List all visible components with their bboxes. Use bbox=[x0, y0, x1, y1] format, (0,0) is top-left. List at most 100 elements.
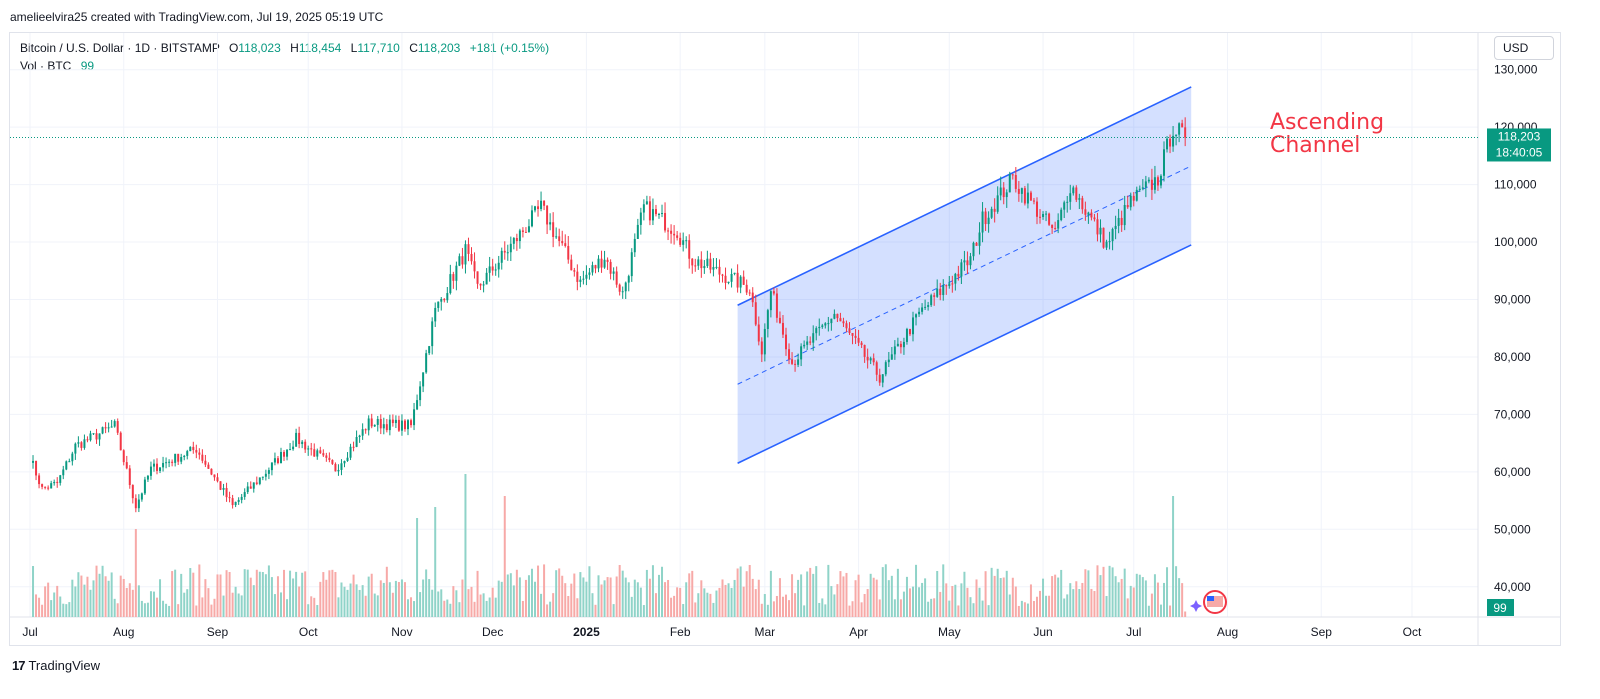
candle bbox=[546, 205, 549, 235]
volume-bar bbox=[370, 573, 373, 617]
volume-bar bbox=[791, 574, 794, 617]
candle bbox=[881, 374, 884, 388]
candle-body bbox=[848, 328, 851, 334]
candle bbox=[718, 259, 721, 283]
x-tick-label: Jun bbox=[1033, 625, 1052, 639]
candle bbox=[210, 468, 213, 476]
candle-body bbox=[609, 261, 612, 274]
volume-bar bbox=[419, 592, 422, 617]
volume-bar bbox=[240, 595, 243, 617]
candle-body bbox=[334, 463, 337, 472]
candle-body bbox=[310, 448, 313, 450]
candle-body bbox=[1029, 192, 1032, 201]
candle bbox=[473, 252, 476, 279]
volume-bar bbox=[53, 592, 56, 617]
candle bbox=[295, 428, 298, 447]
candle bbox=[1178, 122, 1181, 143]
volume-bar bbox=[1172, 496, 1175, 617]
candle-body bbox=[600, 258, 603, 268]
candle bbox=[219, 481, 222, 491]
candle-body bbox=[180, 457, 183, 462]
candle bbox=[53, 479, 56, 486]
candle bbox=[999, 176, 1002, 201]
candle-body bbox=[806, 341, 809, 345]
volume-bar bbox=[119, 575, 122, 617]
candle-body bbox=[1045, 213, 1048, 215]
ohlc-legend-row[interactable]: Bitcoin / U.S. Dollar · 1D · BITSTAMP O1… bbox=[20, 39, 549, 57]
volume-bar bbox=[703, 588, 706, 617]
volume-bar bbox=[633, 579, 636, 617]
candle bbox=[809, 336, 812, 346]
candle-body bbox=[1166, 138, 1169, 150]
candle-body bbox=[204, 460, 207, 465]
candle bbox=[963, 250, 966, 271]
volume-bar bbox=[485, 600, 488, 617]
currency-button[interactable]: USD bbox=[1494, 36, 1554, 60]
candle bbox=[763, 323, 766, 362]
volume-bar bbox=[1075, 581, 1078, 617]
candle-body bbox=[963, 260, 966, 263]
volume-bar bbox=[555, 570, 558, 617]
candle bbox=[364, 428, 367, 434]
candle-body bbox=[766, 310, 769, 329]
candle-body bbox=[996, 195, 999, 212]
candle-body bbox=[1105, 241, 1108, 248]
volume-bar bbox=[316, 605, 319, 617]
candle-body bbox=[800, 346, 803, 360]
volume-bar bbox=[207, 588, 210, 617]
candle bbox=[1032, 197, 1035, 205]
candle-body bbox=[630, 252, 633, 277]
candle bbox=[585, 265, 588, 286]
volume-bar bbox=[261, 572, 264, 617]
symbol-title[interactable]: Bitcoin / U.S. Dollar · 1D · BITSTAMP bbox=[20, 41, 220, 55]
candle-body bbox=[192, 446, 195, 451]
candle bbox=[379, 414, 382, 435]
candle bbox=[697, 256, 700, 270]
volume-bar bbox=[65, 604, 68, 617]
candle bbox=[1066, 195, 1069, 213]
candle-body bbox=[534, 206, 537, 211]
volume-bar bbox=[488, 597, 491, 617]
candle bbox=[1111, 227, 1114, 251]
volume-bar bbox=[918, 587, 921, 617]
candle-body bbox=[691, 258, 694, 266]
candle bbox=[957, 265, 960, 281]
candle bbox=[422, 372, 425, 393]
volume-bar bbox=[1117, 582, 1120, 617]
volume-bar bbox=[1163, 582, 1165, 617]
candle-body bbox=[905, 328, 908, 342]
candle bbox=[918, 307, 921, 317]
candle bbox=[180, 453, 183, 465]
volume-bar bbox=[1081, 582, 1084, 617]
candle bbox=[778, 311, 781, 324]
candle bbox=[636, 218, 639, 240]
candle-body bbox=[485, 272, 488, 285]
candle bbox=[899, 340, 902, 354]
volume-bar bbox=[68, 602, 71, 617]
y-tick-label: 60,000 bbox=[1494, 465, 1531, 479]
volume-bar bbox=[74, 586, 77, 617]
volume-bar bbox=[588, 566, 591, 617]
candle-body bbox=[237, 499, 240, 502]
candle-body bbox=[1093, 217, 1096, 220]
volume-bar bbox=[195, 605, 198, 617]
x-tick-label: Nov bbox=[391, 625, 412, 639]
candle-body bbox=[165, 462, 168, 464]
candle bbox=[370, 413, 373, 429]
candle bbox=[361, 423, 364, 440]
candle-body bbox=[700, 259, 703, 269]
candle bbox=[603, 250, 606, 269]
candle-body bbox=[407, 420, 409, 430]
candle-body bbox=[243, 492, 246, 497]
volume-bar bbox=[657, 574, 660, 617]
volume-bar bbox=[1011, 577, 1014, 617]
candle-body bbox=[981, 211, 984, 233]
volume-bar bbox=[797, 579, 800, 617]
candle-body bbox=[833, 313, 836, 319]
candle-body bbox=[358, 435, 361, 438]
candle-body bbox=[875, 362, 878, 375]
volume-bar bbox=[180, 573, 183, 617]
y-tick-label: 50,000 bbox=[1494, 522, 1531, 536]
candle bbox=[292, 440, 295, 451]
